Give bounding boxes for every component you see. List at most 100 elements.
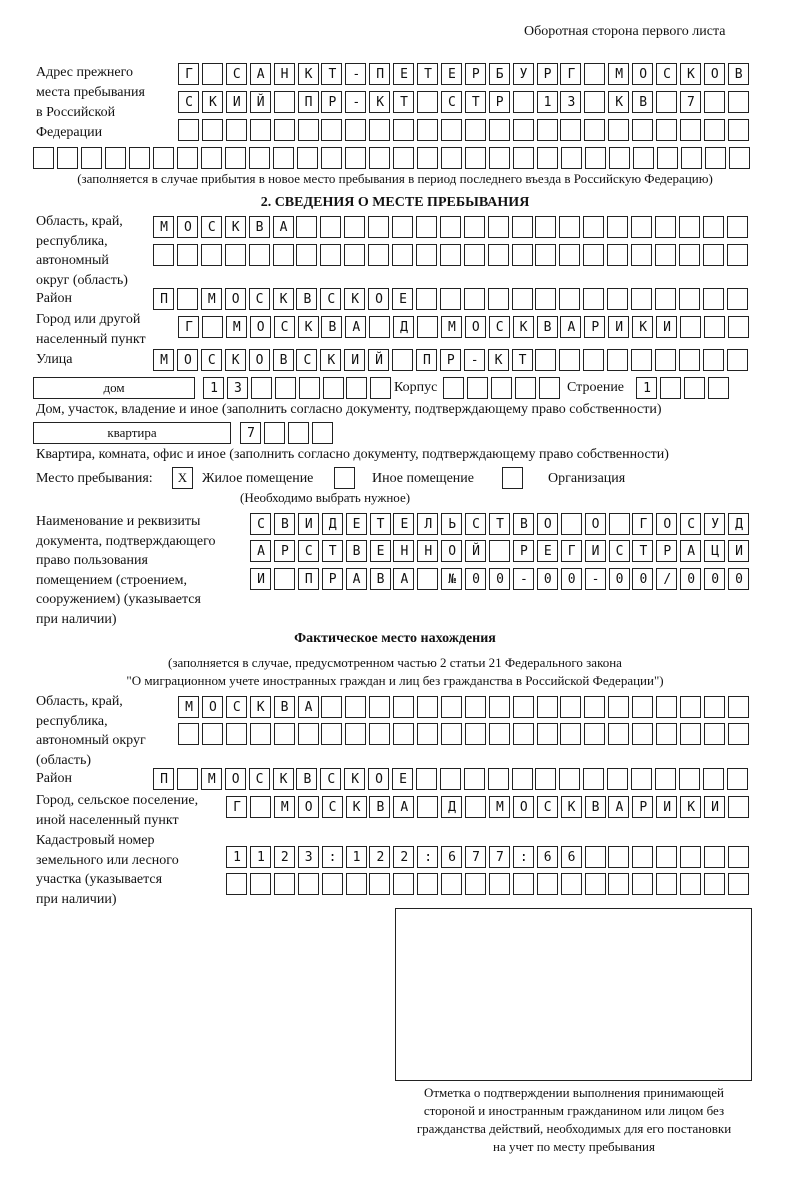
char-box[interactable]: [559, 216, 581, 238]
char-box[interactable]: [464, 91, 486, 113]
char-box[interactable]: [536, 796, 558, 818]
char-box[interactable]: [440, 723, 462, 745]
char-box[interactable]: [514, 377, 536, 399]
char-box[interactable]: [393, 873, 415, 895]
char-box[interactable]: [393, 316, 415, 338]
char-box[interactable]: [176, 768, 198, 790]
char-box[interactable]: [704, 568, 726, 590]
char-box[interactable]: [512, 63, 534, 85]
char-box[interactable]: [415, 244, 437, 266]
char-box[interactable]: [344, 244, 366, 266]
char-box[interactable]: [607, 768, 629, 790]
char-box[interactable]: [632, 696, 654, 718]
char-box[interactable]: [654, 768, 676, 790]
char-box[interactable]: [249, 119, 271, 141]
char-box[interactable]: [703, 119, 725, 141]
char-box[interactable]: [703, 723, 725, 745]
char-box[interactable]: [153, 147, 174, 169]
char-box[interactable]: [344, 288, 366, 310]
char-box[interactable]: [535, 244, 557, 266]
char-box[interactable]: [393, 91, 415, 113]
char-box[interactable]: [560, 568, 582, 590]
char-box[interactable]: [273, 568, 295, 590]
char-box[interactable]: [702, 349, 724, 371]
char-box[interactable]: [608, 91, 630, 113]
char-box[interactable]: [536, 63, 558, 85]
char-box[interactable]: [176, 288, 198, 310]
char-box[interactable]: [465, 540, 487, 562]
char-box[interactable]: [559, 244, 581, 266]
char-box[interactable]: [33, 147, 54, 169]
char-box[interactable]: [489, 568, 510, 590]
char-box[interactable]: [631, 349, 652, 371]
char-box[interactable]: [607, 244, 629, 266]
char-box[interactable]: [250, 513, 271, 535]
char-box[interactable]: [321, 568, 343, 590]
char-box[interactable]: [393, 63, 415, 85]
char-box[interactable]: [393, 147, 414, 169]
char-box[interactable]: [631, 244, 652, 266]
char-box[interactable]: [585, 147, 606, 169]
char-box[interactable]: [369, 723, 391, 745]
char-box[interactable]: [392, 349, 413, 371]
char-box[interactable]: [487, 349, 509, 371]
char-box[interactable]: [512, 316, 534, 338]
char-box[interactable]: [393, 796, 415, 818]
char-box[interactable]: [273, 316, 295, 338]
char-box[interactable]: [678, 768, 700, 790]
char-box[interactable]: [656, 91, 677, 113]
char-box[interactable]: [297, 846, 319, 868]
char-box[interactable]: [511, 768, 533, 790]
char-box[interactable]: [439, 288, 461, 310]
char-box[interactable]: [344, 768, 366, 790]
char-box[interactable]: [561, 147, 582, 169]
char-box[interactable]: [608, 513, 630, 535]
char-box[interactable]: [345, 147, 366, 169]
char-box[interactable]: [654, 288, 676, 310]
char-box[interactable]: [439, 349, 461, 371]
char-box[interactable]: [369, 63, 391, 85]
char-box[interactable]: [632, 846, 654, 868]
char-box[interactable]: [273, 846, 295, 868]
char-box[interactable]: [584, 568, 606, 590]
char-box[interactable]: [249, 846, 271, 868]
char-box[interactable]: [727, 846, 749, 868]
char-box[interactable]: [369, 873, 391, 895]
char-box[interactable]: [607, 349, 629, 371]
char-box[interactable]: [176, 244, 198, 266]
char-box[interactable]: [536, 91, 558, 113]
char-box[interactable]: [369, 316, 391, 338]
char-box[interactable]: [439, 244, 461, 266]
char-box[interactable]: [512, 91, 534, 113]
char-box[interactable]: [273, 513, 295, 535]
char-box[interactable]: [463, 244, 485, 266]
char-box[interactable]: [368, 244, 390, 266]
char-box[interactable]: [704, 513, 726, 535]
char-box[interactable]: [608, 119, 630, 141]
char-box[interactable]: [322, 377, 344, 399]
char-box[interactable]: [560, 63, 582, 85]
char-box[interactable]: [656, 540, 678, 562]
char-box[interactable]: [678, 244, 700, 266]
char-box[interactable]: [417, 513, 439, 535]
char-box[interactable]: [632, 723, 654, 745]
char-box[interactable]: [417, 63, 438, 85]
char-box[interactable]: [201, 63, 223, 85]
char-box[interactable]: [463, 349, 485, 371]
char-box[interactable]: [417, 119, 438, 141]
char-box[interactable]: [297, 63, 319, 85]
char-box[interactable]: [345, 723, 367, 745]
char-box[interactable]: [105, 147, 126, 169]
char-box[interactable]: [249, 873, 271, 895]
char-box[interactable]: [415, 288, 437, 310]
char-box[interactable]: [535, 768, 557, 790]
char-box[interactable]: [656, 119, 677, 141]
char-box[interactable]: [584, 846, 606, 868]
char-box[interactable]: [297, 696, 319, 718]
char-box[interactable]: [224, 349, 246, 371]
char-box[interactable]: [512, 540, 534, 562]
char-box[interactable]: [176, 216, 198, 238]
char-box[interactable]: [153, 349, 174, 371]
char-box[interactable]: [200, 349, 222, 371]
char-box[interactable]: [368, 768, 390, 790]
